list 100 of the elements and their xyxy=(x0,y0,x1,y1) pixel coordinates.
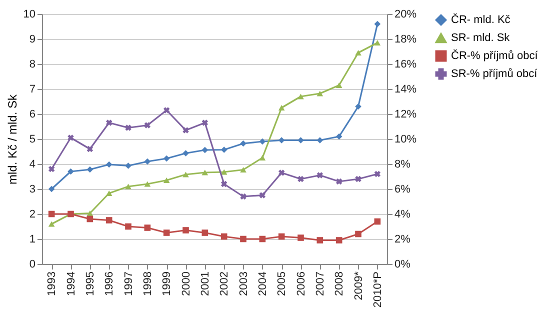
point xyxy=(336,178,342,185)
legend-label: SR- mld. Sk xyxy=(451,32,510,44)
x-tick-label: 2002 xyxy=(218,272,231,296)
point xyxy=(163,107,170,114)
point xyxy=(298,176,304,182)
x-tick-label: 2010*P xyxy=(372,272,384,308)
y-tick-label: 9 xyxy=(29,34,36,46)
x-tick-label: 2008 xyxy=(334,272,346,296)
point xyxy=(355,103,362,110)
y2-tick-label: 6% xyxy=(394,184,411,196)
point xyxy=(374,170,381,178)
point xyxy=(278,105,285,110)
x-tick-label: 1996 xyxy=(104,272,116,296)
point xyxy=(68,134,74,141)
y2-tick-label: 0% xyxy=(394,258,411,270)
x-tick-label: 1995 xyxy=(84,272,96,296)
point xyxy=(202,120,208,126)
x-tick-label: 1998 xyxy=(142,272,154,296)
y-tick-label: 6 xyxy=(29,108,36,120)
point xyxy=(202,230,208,236)
legend-label: ČR- mld. Kč xyxy=(451,13,511,26)
point xyxy=(220,233,228,240)
point xyxy=(182,127,189,134)
point xyxy=(163,230,170,236)
point xyxy=(202,170,208,176)
y-tick-label: 1 xyxy=(29,234,36,246)
point xyxy=(259,138,266,145)
point xyxy=(125,124,132,131)
point xyxy=(278,170,285,176)
y-axis-title: mld. Kč / mld. Sk xyxy=(5,94,20,185)
x-tick-label: 1993 xyxy=(46,272,58,296)
y-tick-label: 0 xyxy=(29,258,36,270)
point xyxy=(259,236,266,242)
legend-label: ČR-% příjmů obcí xyxy=(451,49,539,62)
y-tick-label: 8 xyxy=(29,58,36,70)
point xyxy=(106,120,112,126)
point xyxy=(355,176,362,182)
x-tick-label: 2001 xyxy=(199,272,212,296)
point xyxy=(144,158,151,165)
point xyxy=(259,192,266,198)
point xyxy=(259,155,266,160)
point xyxy=(316,137,324,144)
x-tick-label: 2003 xyxy=(238,272,250,296)
point xyxy=(355,230,362,238)
point xyxy=(125,223,132,230)
point xyxy=(316,90,324,96)
point xyxy=(182,172,189,178)
point xyxy=(106,190,112,196)
y2-tick-label: 2% xyxy=(394,234,411,246)
point xyxy=(48,186,55,192)
x-tick-label: 1997 xyxy=(122,272,135,296)
y2-tick-label: 4% xyxy=(394,208,411,220)
point xyxy=(163,178,170,183)
point xyxy=(144,224,151,231)
y2-tick-label: 16% xyxy=(394,58,417,70)
point xyxy=(48,221,55,227)
point xyxy=(125,184,132,190)
point xyxy=(86,216,94,222)
point xyxy=(106,217,112,224)
x-tick-label: 2006 xyxy=(295,272,308,296)
point xyxy=(68,168,74,175)
point xyxy=(144,122,151,128)
point xyxy=(86,166,94,173)
point xyxy=(278,233,285,240)
point xyxy=(374,218,381,225)
point xyxy=(316,172,324,178)
y2-tick-label: 12% xyxy=(394,108,417,120)
y-tick-label: 4 xyxy=(29,158,36,170)
point xyxy=(48,210,55,218)
point xyxy=(182,227,189,234)
point xyxy=(163,155,170,162)
point xyxy=(220,146,228,153)
point xyxy=(278,137,285,144)
point xyxy=(220,180,228,188)
x-tick-label: 1994 xyxy=(65,272,78,296)
y2-tick-label: 10% xyxy=(394,134,417,146)
x-tick-label: 2004 xyxy=(256,272,269,296)
point xyxy=(374,20,381,28)
y2-tick-label: 8% xyxy=(394,158,411,170)
point xyxy=(240,193,246,200)
point xyxy=(374,40,381,46)
x-tick-label: 2000 xyxy=(180,272,192,296)
point xyxy=(144,181,151,187)
y-tick-label: 5 xyxy=(29,134,36,146)
y-tick-label: 7 xyxy=(29,84,36,96)
y2-tick-label: 18% xyxy=(394,34,417,46)
point xyxy=(298,94,304,100)
point xyxy=(202,146,208,154)
point xyxy=(298,234,304,241)
y-tick-label: 2 xyxy=(29,208,36,220)
x-tick-label: 2007 xyxy=(314,272,326,296)
x-tick-label: 2009* xyxy=(352,270,365,300)
point xyxy=(355,50,362,56)
point xyxy=(182,150,189,156)
point xyxy=(240,140,246,147)
x-tick-label: 1999 xyxy=(161,272,174,296)
point xyxy=(298,137,304,144)
point xyxy=(336,133,342,140)
x-tick-label: 2005 xyxy=(276,272,288,296)
y-tick-label: 3 xyxy=(29,184,36,196)
